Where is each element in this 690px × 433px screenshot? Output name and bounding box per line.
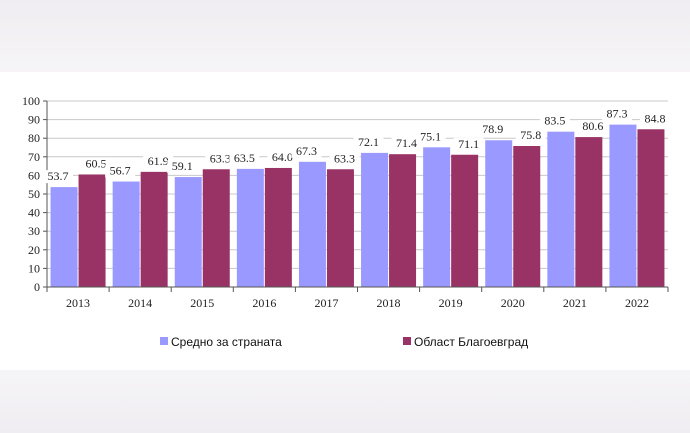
y-tick-label-60: 60 [28, 168, 40, 182]
y-tick-label-100: 100 [22, 94, 40, 108]
data-label-bg [267, 150, 298, 164]
bar-country-2013 [50, 187, 78, 287]
legend-label-blagoevgrad: Област Благоевград [414, 335, 528, 349]
gridlines [47, 100, 668, 269]
y-tick-label-50: 50 [28, 187, 40, 201]
bars [50, 124, 665, 287]
y-tick-label-20: 20 [28, 243, 40, 257]
bar-country-2018 [361, 152, 389, 287]
data-label-bg [81, 157, 112, 171]
bar-country-2021 [547, 131, 575, 287]
x-tick-label-2019: 2019 [439, 296, 463, 310]
data-label-bg [391, 137, 422, 151]
data-label-country-2020: 78.9 [482, 122, 503, 136]
x-tick-label-2015: 2015 [190, 296, 214, 310]
x-tick-label-2017: 2017 [314, 296, 338, 310]
data-label-blagoevgrad-2022: 84.8 [644, 111, 665, 125]
legend-swatch-country [160, 337, 168, 345]
x-tick-label-2020: 2020 [501, 296, 525, 310]
bar-blagoevgrad-2014 [140, 171, 168, 287]
data-label-country-2014: 56.7 [110, 164, 131, 178]
data-label-blagoevgrad-2014: 61.9 [148, 154, 169, 168]
data-label-country-2017: 67.3 [296, 144, 317, 158]
x-tick-label-2016: 2016 [252, 296, 276, 310]
data-label-bg [205, 152, 236, 166]
y-tick-label-70: 70 [28, 150, 40, 164]
legend-label-country: Средно за страната [171, 335, 282, 349]
y-tick-label-10: 10 [28, 261, 40, 275]
data-label-bg [639, 112, 670, 126]
y-tick-label-40: 40 [28, 206, 40, 220]
bar-blagoevgrad-2022 [637, 129, 665, 287]
bar-country-2014 [112, 181, 140, 287]
data-label-bg [353, 135, 384, 149]
x-tick-label-2022: 2022 [625, 296, 649, 310]
y-axis-ticks: 0 10 20 30 40 50 60 70 80 90 100 [22, 94, 47, 294]
legend-swatch-blagoevgrad [403, 337, 411, 345]
data-label-blagoevgrad-2019: 71.1 [458, 137, 479, 151]
bar-blagoevgrad-2018 [389, 154, 417, 287]
bar-blagoevgrad-2021 [575, 137, 603, 287]
data-label-bg [415, 130, 446, 144]
data-label-country-2013: 53.7 [48, 169, 69, 183]
data-label-country-2016: 63.5 [234, 151, 255, 165]
y-tick-label-0: 0 [34, 280, 40, 294]
y-tick-label-30: 30 [28, 224, 40, 238]
bar-blagoevgrad-2015 [202, 169, 230, 287]
bar-blagoevgrad-2013 [78, 174, 106, 287]
data-label-bg [167, 160, 198, 174]
data-label-bg [229, 151, 260, 165]
data-labels: 53.760.556.761.9 59.163.3 63.5 64.0 67.363.3… [43, 107, 670, 184]
data-label-blagoevgrad-2013: 60.5 [86, 156, 107, 170]
data-label-bg [453, 137, 484, 151]
y-tick-label-80: 80 [28, 131, 40, 145]
data-label-country-2018: 72.1 [358, 135, 379, 149]
data-label-blagoevgrad-2016: 64.0 [272, 150, 293, 164]
data-label-bg [329, 152, 360, 166]
bar-blagoevgrad-2019 [451, 154, 479, 287]
data-label-bg [539, 114, 570, 128]
bar-country-2022 [609, 124, 637, 287]
bar-country-2019 [423, 147, 451, 287]
bar-country-2017 [298, 161, 326, 287]
legend: Средно за страната Област Благоевград [160, 335, 528, 349]
bar-blagoevgrad-2020 [513, 146, 541, 287]
data-label-country-2015: 59.1 [172, 159, 193, 173]
data-label-bg [601, 107, 632, 121]
x-tick-label-2018: 2018 [377, 296, 401, 310]
bar-country-2015 [174, 177, 202, 287]
data-label-bg [291, 144, 322, 158]
data-label-bg [143, 154, 174, 168]
y-tick-label-90: 90 [28, 113, 40, 127]
x-axis-ticks: 2013 2014 2015 2016 2017 2018 2019 2020 2021 2022 [46, 287, 669, 310]
data-label-bg [577, 120, 608, 134]
data-label-country-2022: 87.3 [606, 107, 627, 121]
data-label-country-2019: 75.1 [420, 129, 441, 143]
data-label-blagoevgrad-2018: 71.4 [396, 136, 417, 150]
data-label-blagoevgrad-2021: 80.6 [582, 119, 603, 133]
x-tick-label-2013: 2013 [66, 296, 90, 310]
bar-blagoevgrad-2017 [326, 169, 354, 287]
data-label-blagoevgrad-2017: 63.3 [334, 151, 355, 165]
data-label-country-2021: 83.5 [544, 114, 565, 128]
bar-blagoevgrad-2016 [264, 167, 292, 287]
x-tick-label-2021: 2021 [563, 296, 587, 310]
data-label-bg [105, 164, 136, 178]
bar-country-2020 [485, 140, 513, 287]
data-label-bg [515, 129, 546, 143]
data-label-blagoevgrad-2020: 75.8 [520, 128, 541, 142]
bar-country-2016 [236, 168, 264, 287]
data-label-bg [43, 170, 74, 184]
data-label-bg [477, 123, 508, 137]
x-tick-label-2014: 2014 [128, 296, 152, 310]
data-label-blagoevgrad-2015: 63.3 [210, 151, 231, 165]
